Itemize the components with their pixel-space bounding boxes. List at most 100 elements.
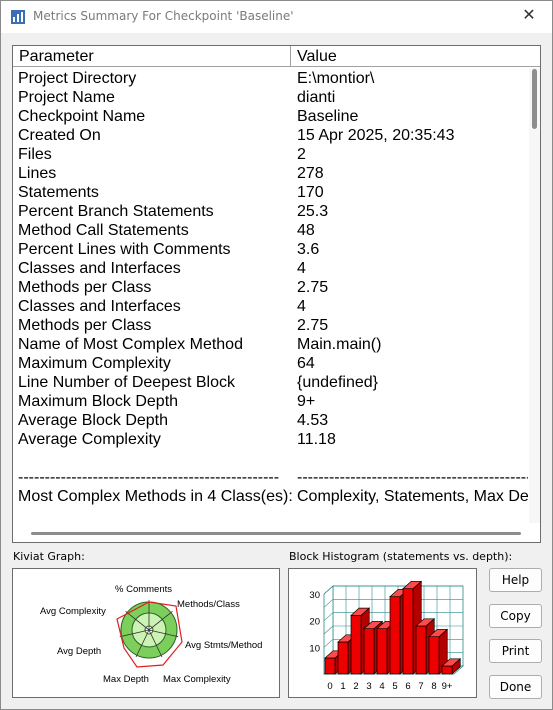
window-title: Metrics Summary For Checkpoint 'Baseline… [33,9,294,23]
table-row[interactable] [13,449,528,468]
kiviat-svg: % Comments Methods/Class Avg Stmts/Metho… [40,584,262,685]
vertical-scroll-thumb[interactable] [532,69,537,129]
histogram-x-tick-label: 0 [327,681,332,692]
value-cell: 4 [297,260,306,277]
help-button[interactable]: Help [489,568,542,592]
histogram-svg: 10 20 30 0 1 2 3 4 5 6 7 8 9+ [309,580,465,692]
kiviat-label-comments: % Comments [115,584,172,595]
parameter-cell: Lines [18,165,57,182]
kiviat-axis-line [148,629,163,658]
parameter-cell: Maximum Complexity [18,355,171,372]
kiviat-graph-label: Kiviat Graph: [13,550,85,563]
table-row[interactable]: Project Name dianti [13,88,528,107]
table-row[interactable]: Classes and Interfaces 4 [13,297,528,316]
kiviat-graph: % Comments Methods/Class Avg Stmts/Metho… [12,568,280,698]
histogram-grid-line [323,585,334,595]
value-cell: 2 [297,146,306,163]
kiviat-axis-line [119,629,150,638]
table-row[interactable]: Classes and Interfaces 4 [13,259,528,278]
parameter-cell: Maximum Block Depth [18,393,179,410]
table-row[interactable]: Name of Most Complex Method Main.main() [13,335,528,354]
histogram-grid-line [323,599,334,608]
histogram-bar [441,665,453,675]
table-row[interactable]: Most Complex Methods in 4 Class(es): Comp… [13,487,528,506]
copy-button[interactable]: Copy [489,604,542,628]
value-cell: 170 [297,184,324,201]
parameter-cell: Project Directory [18,70,137,87]
histogram-x-tick-label: 9+ [442,681,453,692]
histogram-bar [350,614,362,675]
table-row[interactable]: Method Call Statements 48 [13,221,528,240]
histogram-x-tick-label: 3 [366,681,371,692]
value-cell: Baseline [297,108,359,125]
table-row[interactable]: Project Directory E:\montior\ [13,69,528,88]
value-cell: Complexity, Statements, Max Dep [297,488,528,505]
value-cell: 48 [297,222,315,239]
table-row[interactable]: Methods per Class 2.75 [13,316,528,335]
done-button[interactable]: Done [489,675,542,699]
table-row[interactable]: Maximum Complexity 64 [13,354,528,373]
block-histogram-label: Block Histogram (statements vs. depth): [289,550,513,563]
histogram-x-tick-label: 1 [340,681,345,692]
metrics-list[interactable]: Parameter Value Project Directory E:\mont… [12,45,541,543]
vertical-scrollbar[interactable] [529,68,540,523]
parameter-cell: Project Name [18,89,115,106]
value-cell: 3.6 [297,241,320,258]
horizontal-scroll-thumb[interactable] [31,532,521,535]
parameter-cell: Classes and Interfaces [18,260,181,277]
parameter-cell: Created On [18,127,101,144]
parameter-cell: Methods per Class [18,317,152,334]
table-row[interactable]: Average Block Depth 4.53 [13,411,528,430]
kiviat-label-avg-stmts: Avg Stmts/Method [185,640,262,651]
parameter-cell: Statements [18,184,99,201]
value-cell: 15 Apr 2025, 20:35:43 [297,127,455,144]
histogram-bar [428,636,440,675]
table-row[interactable]: Maximum Block Depth 9+ [13,392,528,411]
value-cell: E:\montior\ [297,70,375,87]
close-button[interactable]: ✕ [506,1,552,33]
kiviat-axis-line [148,629,179,638]
histogram-y-tick-label: 20 [309,617,320,628]
table-row[interactable]: Percent Branch Statements 25.3 [13,202,528,221]
block-histogram: 10 20 30 0 1 2 3 4 5 6 7 8 9+ [288,568,477,698]
histogram-bar-side [451,658,461,675]
parameter-cell: Method Call Statements [18,222,189,239]
column-header-parameter[interactable]: Parameter [13,46,291,67]
horizontal-scrollbar[interactable] [13,526,529,542]
histogram-bar [324,657,336,675]
value-cell: 278 [297,165,324,182]
kiviat-label-avg-depth: Avg Depth [57,646,101,657]
histogram-y-tick-label: 10 [309,643,320,654]
table-row[interactable]: Line Number of Deepest Block {undefined} [13,373,528,392]
histogram-y-tick-label: 30 [309,590,320,601]
kiviat-label-max-depth: Max Depth [103,674,149,685]
kiviat-label-methods-class: Methods/Class [177,599,240,610]
parameter-cell: Most Complex Methods in 4 Class(es): [18,488,293,505]
table-row[interactable]: ----------------------------------------… [13,468,528,487]
kiviat-axis-line [125,610,150,631]
histogram-grid-line [323,625,334,635]
value-cell: 2.75 [297,279,329,296]
histogram-bar [389,596,401,675]
parameter-cell: Methods per Class [18,279,152,296]
table-row[interactable]: Statements 170 [13,183,528,202]
table-row[interactable]: Lines 278 [13,164,528,183]
histogram-bar [363,628,375,675]
parameter-cell: Name of Most Complex Method [18,336,243,353]
value-cell: 11.18 [297,431,336,448]
histogram-bar [337,641,349,675]
table-row[interactable]: Created On 15 Apr 2025, 20:35:43 [13,126,528,145]
table-row[interactable]: Files 2 [13,145,528,164]
table-row[interactable]: Checkpoint Name Baseline [13,107,528,126]
kiviat-axis-line [148,610,173,631]
table-row[interactable]: Average Complexity 11.18 [13,430,528,449]
table-row[interactable]: Methods per Class 2.75 [13,278,528,297]
parameter-cell: Checkpoint Name [18,108,146,125]
histogram-x-tick-label: 4 [379,681,384,692]
column-header-value[interactable]: Value [297,48,337,65]
histogram-x-tick-label: 2 [353,681,358,692]
print-button[interactable]: Print [489,639,542,663]
table-row[interactable]: Percent Lines with Comments 3.6 [13,240,528,259]
value-cell: 4.53 [297,412,329,429]
